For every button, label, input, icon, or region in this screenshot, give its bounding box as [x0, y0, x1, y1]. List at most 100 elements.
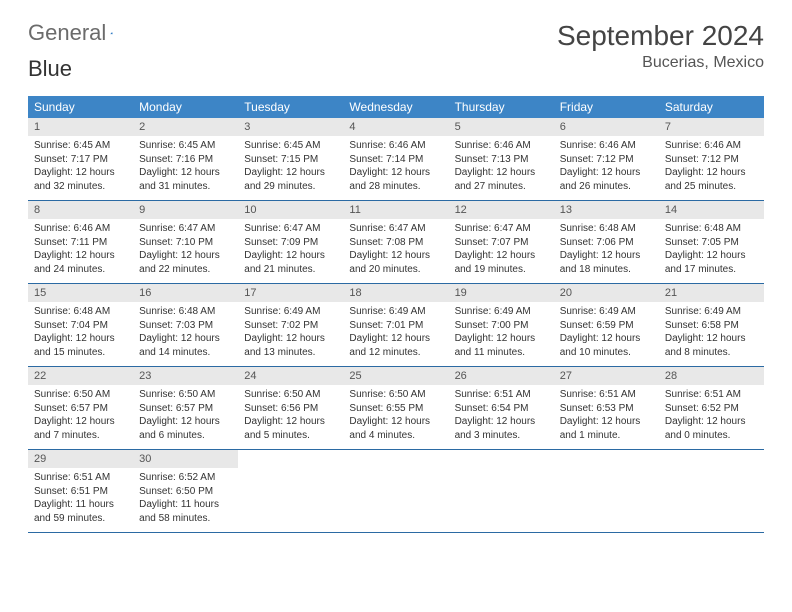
- sunrise-text: Sunrise: 6:47 AM: [455, 222, 548, 236]
- day-lines: Sunrise: 6:45 AMSunset: 7:17 PMDaylight:…: [28, 136, 133, 198]
- day-lines: Sunrise: 6:51 AMSunset: 6:54 PMDaylight:…: [449, 385, 554, 447]
- sunset-text: Sunset: 7:11 PM: [34, 236, 127, 250]
- sunset-text: Sunset: 6:56 PM: [244, 402, 337, 416]
- daylight-text-2: and 11 minutes.: [455, 346, 548, 360]
- day-lines: Sunrise: 6:49 AMSunset: 6:58 PMDaylight:…: [659, 302, 764, 364]
- day-number: 30: [133, 450, 238, 468]
- daylight-text-2: and 26 minutes.: [560, 180, 653, 194]
- daylight-text-2: and 7 minutes.: [34, 429, 127, 443]
- day-cell: 25Sunrise: 6:50 AMSunset: 6:55 PMDayligh…: [343, 367, 448, 449]
- day-cell: 11Sunrise: 6:47 AMSunset: 7:08 PMDayligh…: [343, 201, 448, 283]
- sunrise-text: Sunrise: 6:52 AM: [139, 471, 232, 485]
- day-number: 28: [659, 367, 764, 385]
- daylight-text-1: Daylight: 12 hours: [139, 166, 232, 180]
- day-cell: 20Sunrise: 6:49 AMSunset: 6:59 PMDayligh…: [554, 284, 659, 366]
- day-cell: 15Sunrise: 6:48 AMSunset: 7:04 PMDayligh…: [28, 284, 133, 366]
- sunset-text: Sunset: 7:16 PM: [139, 153, 232, 167]
- day-lines: Sunrise: 6:52 AMSunset: 6:50 PMDaylight:…: [133, 468, 238, 530]
- sunrise-text: Sunrise: 6:46 AM: [665, 139, 758, 153]
- daylight-text-2: and 29 minutes.: [244, 180, 337, 194]
- logo-sail-icon: [110, 24, 113, 42]
- day-lines: Sunrise: 6:50 AMSunset: 6:57 PMDaylight:…: [133, 385, 238, 447]
- sunset-text: Sunset: 7:04 PM: [34, 319, 127, 333]
- daylight-text-1: Daylight: 12 hours: [349, 249, 442, 263]
- sunrise-text: Sunrise: 6:49 AM: [455, 305, 548, 319]
- day-lines: Sunrise: 6:47 AMSunset: 7:08 PMDaylight:…: [343, 219, 448, 281]
- sunset-text: Sunset: 6:52 PM: [665, 402, 758, 416]
- day-cell: 3Sunrise: 6:45 AMSunset: 7:15 PMDaylight…: [238, 118, 343, 200]
- sunrise-text: Sunrise: 6:48 AM: [560, 222, 653, 236]
- day-cell: 6Sunrise: 6:46 AMSunset: 7:12 PMDaylight…: [554, 118, 659, 200]
- day-number: 24: [238, 367, 343, 385]
- daylight-text-2: and 8 minutes.: [665, 346, 758, 360]
- daylight-text-1: Daylight: 12 hours: [139, 249, 232, 263]
- week-row: 29Sunrise: 6:51 AMSunset: 6:51 PMDayligh…: [28, 450, 764, 533]
- dayname-sat: Saturday: [659, 96, 764, 118]
- day-cell: 23Sunrise: 6:50 AMSunset: 6:57 PMDayligh…: [133, 367, 238, 449]
- daylight-text-2: and 3 minutes.: [455, 429, 548, 443]
- daylight-text-2: and 5 minutes.: [244, 429, 337, 443]
- location: Bucerias, Mexico: [557, 54, 764, 72]
- daylight-text-1: Daylight: 12 hours: [34, 249, 127, 263]
- day-number: 6: [554, 118, 659, 136]
- day-lines: Sunrise: 6:45 AMSunset: 7:15 PMDaylight:…: [238, 136, 343, 198]
- day-lines: Sunrise: 6:51 AMSunset: 6:51 PMDaylight:…: [28, 468, 133, 530]
- sunrise-text: Sunrise: 6:45 AM: [244, 139, 337, 153]
- daylight-text-2: and 25 minutes.: [665, 180, 758, 194]
- day-number: 5: [449, 118, 554, 136]
- day-lines: Sunrise: 6:46 AMSunset: 7:14 PMDaylight:…: [343, 136, 448, 198]
- sunrise-text: Sunrise: 6:49 AM: [244, 305, 337, 319]
- sunrise-text: Sunrise: 6:50 AM: [244, 388, 337, 402]
- daylight-text-2: and 24 minutes.: [34, 263, 127, 277]
- sunrise-text: Sunrise: 6:51 AM: [560, 388, 653, 402]
- daylight-text-1: Daylight: 12 hours: [665, 166, 758, 180]
- day-lines: Sunrise: 6:48 AMSunset: 7:03 PMDaylight:…: [133, 302, 238, 364]
- sunrise-text: Sunrise: 6:51 AM: [665, 388, 758, 402]
- daylight-text-2: and 20 minutes.: [349, 263, 442, 277]
- sunset-text: Sunset: 6:59 PM: [560, 319, 653, 333]
- daylight-text-2: and 22 minutes.: [139, 263, 232, 277]
- daylight-text-1: Daylight: 12 hours: [455, 249, 548, 263]
- day-lines: Sunrise: 6:50 AMSunset: 6:56 PMDaylight:…: [238, 385, 343, 447]
- sunset-text: Sunset: 7:08 PM: [349, 236, 442, 250]
- sunset-text: Sunset: 6:58 PM: [665, 319, 758, 333]
- daylight-text-2: and 4 minutes.: [349, 429, 442, 443]
- daylight-text-2: and 14 minutes.: [139, 346, 232, 360]
- day-number: 18: [343, 284, 448, 302]
- daylight-text-2: and 32 minutes.: [34, 180, 127, 194]
- daylight-text-1: Daylight: 12 hours: [455, 332, 548, 346]
- day-number: 17: [238, 284, 343, 302]
- sunset-text: Sunset: 7:12 PM: [665, 153, 758, 167]
- day-number: 1: [28, 118, 133, 136]
- day-number: 14: [659, 201, 764, 219]
- daylight-text-1: Daylight: 12 hours: [665, 415, 758, 429]
- day-cell: 17Sunrise: 6:49 AMSunset: 7:02 PMDayligh…: [238, 284, 343, 366]
- daylight-text-1: Daylight: 12 hours: [665, 249, 758, 263]
- sunset-text: Sunset: 7:12 PM: [560, 153, 653, 167]
- day-lines: Sunrise: 6:47 AMSunset: 7:07 PMDaylight:…: [449, 219, 554, 281]
- empty-cell: [238, 450, 343, 532]
- sunset-text: Sunset: 7:17 PM: [34, 153, 127, 167]
- sunrise-text: Sunrise: 6:46 AM: [455, 139, 548, 153]
- day-lines: Sunrise: 6:47 AMSunset: 7:10 PMDaylight:…: [133, 219, 238, 281]
- daylight-text-1: Daylight: 12 hours: [665, 332, 758, 346]
- daylight-text-2: and 28 minutes.: [349, 180, 442, 194]
- day-cell: 9Sunrise: 6:47 AMSunset: 7:10 PMDaylight…: [133, 201, 238, 283]
- dayname-mon: Monday: [133, 96, 238, 118]
- daylight-text-1: Daylight: 12 hours: [139, 332, 232, 346]
- day-number: 8: [28, 201, 133, 219]
- day-lines: Sunrise: 6:48 AMSunset: 7:04 PMDaylight:…: [28, 302, 133, 364]
- daylight-text-1: Daylight: 12 hours: [560, 332, 653, 346]
- sunrise-text: Sunrise: 6:51 AM: [455, 388, 548, 402]
- title-block: September 2024 Bucerias, Mexico: [557, 20, 764, 72]
- sunrise-text: Sunrise: 6:45 AM: [34, 139, 127, 153]
- daylight-text-2: and 27 minutes.: [455, 180, 548, 194]
- daylight-text-2: and 1 minute.: [560, 429, 653, 443]
- calendar: Sunday Monday Tuesday Wednesday Thursday…: [28, 96, 764, 533]
- sunset-text: Sunset: 6:57 PM: [34, 402, 127, 416]
- day-number: 12: [449, 201, 554, 219]
- sunset-text: Sunset: 7:09 PM: [244, 236, 337, 250]
- daylight-text-1: Daylight: 12 hours: [34, 166, 127, 180]
- sunset-text: Sunset: 6:50 PM: [139, 485, 232, 499]
- day-number: 19: [449, 284, 554, 302]
